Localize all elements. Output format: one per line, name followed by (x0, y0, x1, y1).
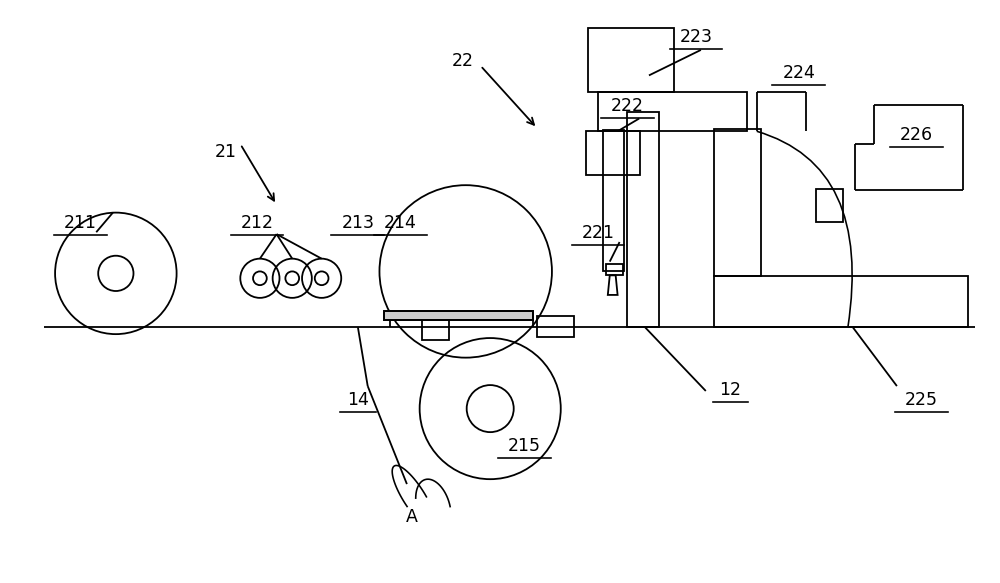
Text: A: A (406, 508, 418, 526)
Text: 221: 221 (582, 224, 614, 242)
Bar (586, 131, 640, 175)
Text: 224: 224 (782, 64, 815, 82)
Bar (714, 129, 761, 276)
Text: 226: 226 (900, 126, 933, 144)
Text: 22: 22 (452, 51, 474, 69)
Text: 21: 21 (215, 143, 237, 161)
Bar (627, 112, 659, 327)
Bar (384, 311, 533, 321)
Text: 225: 225 (905, 391, 938, 409)
Bar (588, 29, 674, 92)
Bar (816, 189, 843, 222)
Text: 222: 222 (611, 97, 644, 115)
Text: 12: 12 (719, 381, 741, 399)
Bar (598, 92, 747, 131)
Bar (606, 264, 623, 275)
Bar (384, 311, 533, 321)
Text: 14: 14 (347, 391, 369, 409)
Text: 214: 214 (384, 214, 416, 232)
Text: 223: 223 (680, 28, 712, 46)
Text: 212: 212 (240, 214, 273, 232)
Text: 211: 211 (64, 214, 97, 232)
Text: 213: 213 (341, 214, 374, 232)
Bar (422, 321, 449, 340)
Bar (714, 276, 968, 327)
Text: 215: 215 (508, 437, 541, 455)
Bar (603, 130, 624, 272)
Bar (537, 315, 574, 337)
